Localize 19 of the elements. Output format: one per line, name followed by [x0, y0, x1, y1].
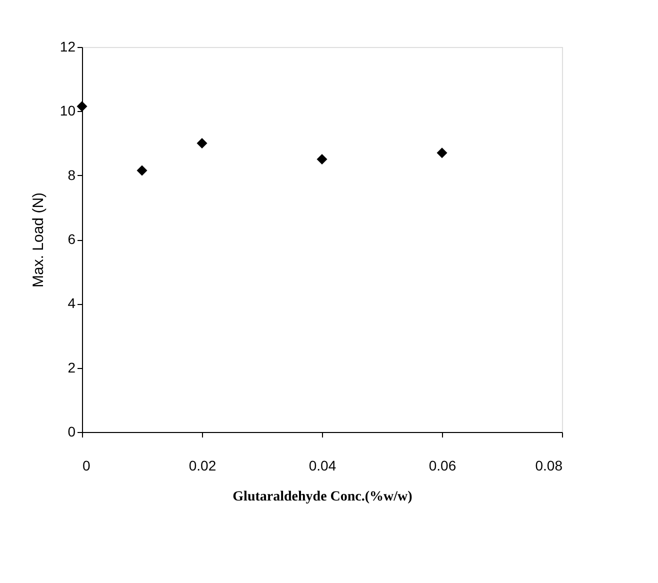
y-tick-label: 8 [68, 166, 76, 183]
point [316, 154, 328, 165]
x-tick-label: 0.04 [308, 458, 336, 474]
y-tick-label: 12 [60, 38, 76, 54]
y-axis-title: Max. Load (N) [30, 192, 47, 288]
point [76, 101, 88, 112]
point [196, 138, 208, 148]
y-tick-label: 6 [68, 231, 76, 247]
y-tick-label: 4 [68, 295, 76, 312]
point [136, 165, 148, 176]
x-tick-label: 0.02 [188, 458, 216, 474]
point [436, 148, 448, 158]
y-tick-label: 0 [68, 424, 76, 440]
x-tick-label: 0 [82, 458, 90, 474]
y-tick-label: 2 [68, 359, 76, 376]
x-tick-label: 0.06 [428, 458, 456, 474]
x-tick-label: 0.08 [535, 458, 563, 474]
x-axis-title: Glutaraldehyde Conc.(%w/w) [232, 490, 413, 504]
y-tick-label: 10 [60, 102, 76, 119]
